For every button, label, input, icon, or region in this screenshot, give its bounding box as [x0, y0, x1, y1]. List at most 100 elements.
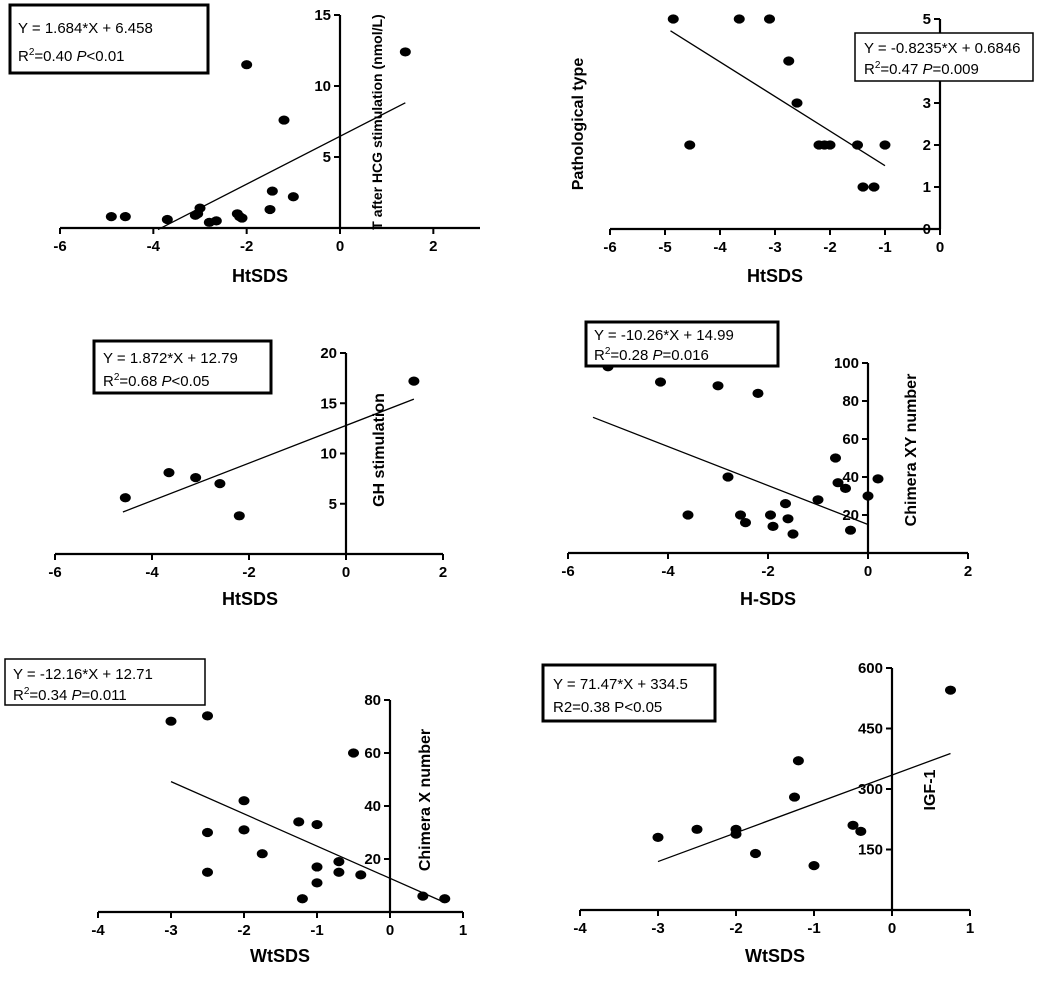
data-point [789, 792, 800, 802]
data-point [311, 819, 323, 830]
x-tick-label: -4 [573, 920, 587, 937]
x-axis-label: WtSDS [250, 946, 310, 966]
y-tick-label: 100 [834, 355, 859, 372]
data-point [830, 453, 841, 463]
x-axis-label: HtSDS [232, 266, 288, 286]
data-point [202, 827, 213, 838]
regression-line [670, 30, 886, 167]
x-tick-label: -3 [768, 239, 781, 256]
x-tick-label: 0 [864, 563, 872, 580]
data-point [355, 870, 367, 880]
y-axis-label: GH stimulation [371, 393, 388, 507]
y-tick-label: 600 [858, 660, 883, 677]
data-point [812, 495, 824, 505]
data-point [730, 829, 742, 839]
r-squared-p-value: R2=0.28 P=0.016 [594, 346, 709, 364]
data-point [735, 510, 746, 520]
data-point [266, 186, 278, 196]
data-point [722, 472, 734, 482]
panel-gh-stimulation: -6 -4 -2 0 2 5 10 15 20 HtSDS GH stimulation Y = 1.… [48, 339, 447, 609]
x-tick-label: -4 [145, 564, 159, 581]
data-point [399, 47, 411, 57]
equation-box [584, 320, 780, 368]
data-point [855, 826, 867, 836]
equation-box [8, 3, 210, 75]
x-tick-label: -6 [603, 239, 616, 256]
x-tick-label: -2 [240, 238, 253, 255]
data-point [190, 473, 202, 483]
x-tick-label: -1 [310, 922, 323, 939]
data-point [667, 14, 679, 24]
data-point [791, 98, 803, 108]
x-tick-label: -1 [807, 920, 820, 937]
x-tick-label: 1 [966, 920, 974, 937]
regression-equation: Y = -12.16*X + 12.71 [13, 666, 153, 683]
regression-line [170, 781, 446, 904]
data-point [202, 711, 213, 721]
data-point [840, 483, 851, 493]
data-point [293, 817, 305, 827]
y-tick-label: 40 [842, 469, 859, 486]
data-point [792, 756, 804, 766]
data-point [655, 377, 666, 387]
x-tick-label: -6 [53, 238, 66, 255]
y-tick-label: 80 [364, 692, 381, 709]
data-point [348, 748, 359, 758]
x-tick-label: -2 [242, 564, 255, 581]
data-point [105, 212, 117, 222]
data-point [767, 521, 779, 532]
data-point [236, 213, 248, 223]
y-tick-label: 15 [314, 7, 331, 24]
regression-equation: Y = 1.872*X + 12.79 [103, 350, 238, 367]
data-point [287, 192, 299, 202]
data-point [868, 182, 880, 192]
y-tick-label: 150 [858, 842, 883, 859]
y-tick-label: 2 [923, 137, 931, 154]
equation-box [854, 32, 1034, 82]
x-tick-label: 0 [888, 920, 896, 937]
x-tick-label: -6 [48, 564, 61, 581]
x-tick-label: -3 [164, 922, 177, 939]
r-squared-p-value: R2=0.38 P<0.05 [553, 699, 662, 716]
data-point [845, 525, 856, 535]
data-point [165, 716, 177, 726]
data-point [264, 204, 276, 215]
data-point [852, 140, 863, 150]
data-point [847, 820, 859, 830]
x-tick-label: 1 [459, 922, 467, 939]
x-tick-label: -1 [878, 239, 891, 256]
x-tick-label: -4 [713, 239, 727, 256]
equation-box [4, 658, 206, 706]
data-point [750, 848, 761, 859]
data-point [241, 60, 253, 70]
data-point [214, 479, 226, 489]
x-axis-label: WtSDS [745, 946, 805, 966]
data-point [872, 474, 884, 484]
data-point [333, 867, 345, 877]
y-tick-label: 10 [320, 446, 337, 463]
regression-line [592, 416, 869, 526]
x-tick-label: -4 [91, 922, 105, 939]
data-point [652, 832, 664, 843]
panel-chimera-x: -4 -3 -2 -1 0 1 20 40 60 80 WtSDS Chimera X number Y… [4, 658, 467, 966]
data-point [408, 376, 420, 386]
data-point [161, 214, 173, 225]
data-point [808, 861, 820, 871]
x-tick-label: -2 [729, 920, 742, 937]
data-point [296, 894, 308, 904]
x-tick-label: 0 [936, 239, 944, 256]
y-tick-label: 3 [923, 95, 931, 112]
r-squared-p-value: R2=0.47 P=0.009 [864, 60, 979, 78]
data-point [733, 14, 745, 24]
regression-equation: Y = -0.8235*X + 0.6846 [864, 40, 1021, 57]
y-tick-label: 20 [364, 851, 381, 868]
y-tick-label: 5 [923, 11, 931, 28]
data-point [945, 685, 956, 695]
data-point [684, 140, 696, 150]
y-tick-label: 60 [842, 431, 859, 448]
data-point [879, 140, 891, 150]
y-tick-label: 0 [923, 221, 931, 238]
